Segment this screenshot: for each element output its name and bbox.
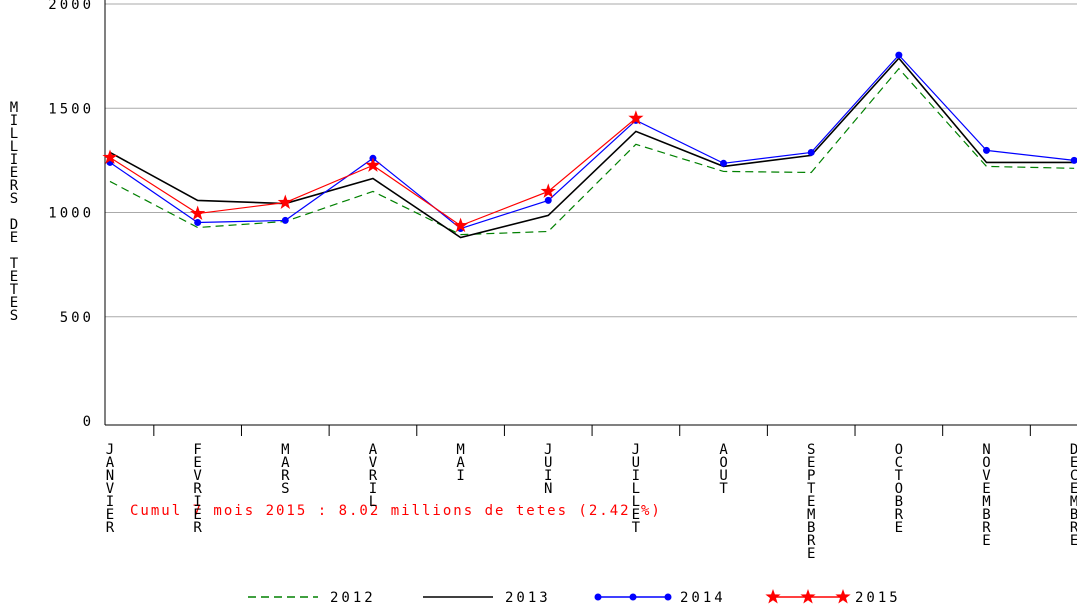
x-tick-label: AVRIL xyxy=(365,442,381,507)
legend-item: 2014 xyxy=(594,590,726,606)
legend-label: 2013 xyxy=(505,590,551,606)
x-tick-label: FEVRIER xyxy=(190,442,206,533)
legend-label: 2012 xyxy=(330,590,376,606)
point xyxy=(365,157,381,172)
point xyxy=(453,217,469,233)
series-line xyxy=(109,117,637,227)
legend-item: 2013 xyxy=(423,590,551,606)
x-tick-label: MAI xyxy=(453,442,469,481)
x-tick-label: SEPTEMBRE xyxy=(803,442,819,559)
legend-label: 2014 xyxy=(680,590,726,606)
point xyxy=(1070,156,1077,164)
point xyxy=(628,110,644,125)
point xyxy=(540,183,556,198)
legend-marker xyxy=(765,589,781,604)
point xyxy=(895,51,903,59)
x-tick-label: MARS xyxy=(277,442,293,494)
point xyxy=(194,219,202,227)
point xyxy=(281,216,289,224)
legend-item: 2012 xyxy=(248,590,376,606)
x-tick-label: DECEMBRE xyxy=(1066,442,1077,546)
y-tick-label: 2000 xyxy=(48,0,94,13)
series-line xyxy=(109,54,1075,230)
x-tick-label: OCTOBRE xyxy=(891,442,907,533)
series-line xyxy=(109,67,1075,236)
legend-item: 2015 xyxy=(765,589,901,606)
x-tick-label: JUIN xyxy=(540,442,556,494)
legend-marker xyxy=(629,593,637,601)
x-tick-label: JUILLET xyxy=(628,442,644,533)
y-tick-label: 1000 xyxy=(48,206,94,222)
point xyxy=(190,205,206,220)
x-tick-label: NOVEMBRE xyxy=(979,442,995,546)
y-tick-label: 1500 xyxy=(48,101,94,117)
point xyxy=(983,146,990,154)
point xyxy=(807,148,815,156)
point xyxy=(277,194,293,209)
x-tick-label: JANVIER xyxy=(102,442,118,533)
legend-marker xyxy=(835,589,851,604)
point xyxy=(720,159,728,167)
x-tick-label: AOUT xyxy=(716,442,732,494)
legend-marker xyxy=(594,593,602,601)
y-tick-label: 0 xyxy=(83,414,94,430)
series-line xyxy=(109,56,1075,239)
point xyxy=(544,196,552,204)
y-tick-label: 500 xyxy=(60,310,94,326)
legend-marker xyxy=(664,593,672,601)
legend-marker xyxy=(800,589,816,604)
annotation: Cumul 7 mois 2015 : 8.02 millions de tet… xyxy=(130,503,662,519)
point xyxy=(102,149,118,164)
legend-label: 2015 xyxy=(855,590,901,606)
y-axis-label: MILLIERS DE TETES xyxy=(6,100,22,321)
